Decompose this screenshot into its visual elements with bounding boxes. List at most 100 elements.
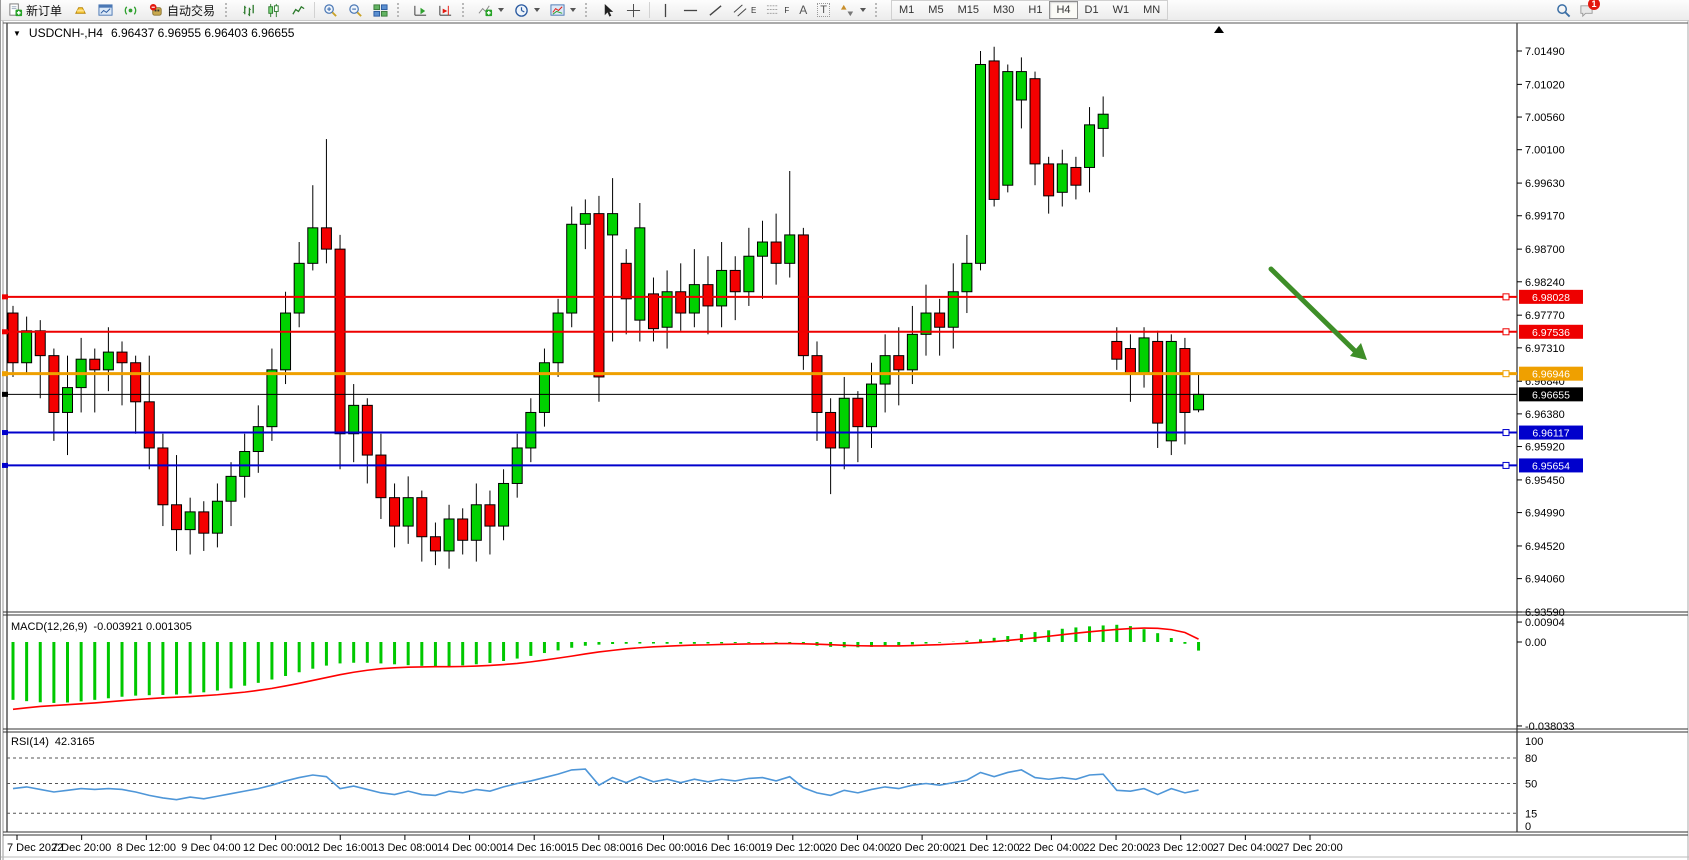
signals-button[interactable] — [119, 0, 142, 20]
arrows-tool-button[interactable] — [836, 0, 870, 20]
fibonacci-tool-button[interactable]: F — [762, 0, 793, 20]
bull-candle — [184, 511, 196, 531]
toolbar-separator — [314, 2, 316, 18]
rsi-line — [12, 768, 1199, 801]
indicators-button[interactable] — [474, 0, 508, 20]
timeframe-m1-button[interactable]: M1 — [899, 4, 915, 16]
resistance-line-price-chip — [1519, 324, 1583, 339]
bull-candle — [498, 482, 510, 527]
bull-candle — [252, 426, 264, 453]
chart-dropdown-icon[interactable]: ▼ — [13, 28, 21, 38]
toolbar-grip[interactable] — [397, 3, 404, 17]
bear-candle — [375, 454, 387, 499]
toolbar-grip[interactable] — [585, 3, 592, 17]
add-indicator-icon — [478, 5, 493, 16]
bar-chart-mode-button[interactable] — [237, 0, 260, 20]
time-axis-label: 22 Dec 04:00 — [1019, 842, 1084, 854]
chart-shift-button[interactable] — [434, 0, 457, 20]
bull-candle — [661, 291, 673, 328]
price-axis-tick-label: 6.93590 — [1525, 607, 1565, 619]
fibonacci-icon — [767, 4, 779, 14]
bull-candle — [784, 234, 796, 264]
vertical-line-tool-button[interactable] — [654, 0, 677, 20]
chart-canvas[interactable]: 7.01490 7.01020 7.00560 7.00100 6.99630 6.991… — [1, 21, 1689, 860]
new-order-button[interactable]: 新订单 — [3, 0, 67, 20]
bull-candle — [607, 213, 619, 236]
time-axis-label: 9 Dec 04:00 — [181, 842, 240, 854]
horizontal-line-icon — [683, 9, 698, 11]
crosshair-tool-button[interactable] — [622, 0, 645, 20]
rsi-name: RSI(14) — [11, 736, 49, 748]
gold-chart-button[interactable] — [69, 0, 92, 20]
chart-shift-marker[interactable] — [1214, 26, 1224, 33]
timeframe-w1-button[interactable]: W1 — [1112, 4, 1130, 16]
trend-arrow-head[interactable] — [1350, 343, 1367, 360]
bear-candle — [320, 227, 332, 250]
trendline-tool-button[interactable] — [704, 0, 727, 20]
timeframe-mn-button[interactable]: MN — [1143, 4, 1161, 16]
timeframe-toolbar: M1 M5 M15 M30 H1 H4 D1 W1 MN — [891, 0, 1169, 20]
horizontal-line-tool-button[interactable] — [679, 0, 702, 20]
toolbar-grip[interactable] — [462, 3, 469, 17]
zoom-in-button[interactable] — [319, 0, 342, 20]
time-axis-label: 14 Dec 00:00 — [437, 842, 502, 854]
resistance-line-left-marker — [2, 329, 8, 335]
timeframe-m30-button[interactable]: M30 — [992, 4, 1015, 16]
bull-candle — [266, 369, 278, 428]
zoom-out-button[interactable] — [344, 0, 367, 20]
rsi-value: 42.3165 — [54, 736, 95, 748]
tile-windows-button[interactable] — [369, 0, 392, 20]
timeframe-m15-button[interactable]: M15 — [957, 4, 979, 16]
notifications-button[interactable]: 1 — [1579, 0, 1600, 18]
channel-tool-button[interactable]: E — [729, 0, 760, 20]
toolbar-grip[interactable] — [225, 3, 232, 17]
chart-title: ▼ USDCNH-,H4 6.96437 6.96955 6.96403 6.9… — [13, 26, 294, 40]
time-axis-label: 8 Dec 12:00 — [117, 842, 176, 854]
text-label-tool-button[interactable]: T — [813, 0, 834, 20]
timeframe-d1-button[interactable]: D1 — [1084, 4, 1099, 16]
price-axis-tick-label: 6.94060 — [1525, 574, 1565, 586]
bull-candle — [348, 404, 360, 435]
autotrading-label: 自动交易 — [167, 3, 216, 18]
periods-button[interactable] — [510, 0, 544, 20]
bear-candle — [811, 355, 823, 413]
search-icon[interactable] — [1556, 3, 1571, 18]
timeframe-m5-button[interactable]: M5 — [928, 4, 944, 16]
candle-chart-mode-button[interactable] — [262, 0, 285, 20]
trend-arrow[interactable] — [1268, 266, 1360, 356]
timeframe-h1-button[interactable]: H1 — [1028, 4, 1043, 16]
line-chart-mode-button[interactable] — [287, 0, 310, 20]
text-tool-button[interactable]: A — [795, 0, 811, 20]
shapes-dropdown-caret — [860, 8, 867, 12]
resistance-line-anchor — [1502, 293, 1510, 301]
chart-window-icon — [98, 3, 113, 16]
periods-dropdown-caret — [534, 8, 541, 12]
time-axis-label: 21 Dec 12:00 — [954, 842, 1019, 854]
bull-candle — [525, 411, 537, 449]
time-axis-label: 19 Dec 12:00 — [760, 842, 825, 854]
current-price-line-price-chip-label: 6.96655 — [1532, 389, 1570, 401]
equidistant-channel-icon — [733, 4, 747, 16]
chart-quote-ohlc: 6.96437 6.96955 6.96403 6.96655 — [110, 26, 295, 40]
bear-candle — [416, 497, 428, 538]
bull-candle — [961, 262, 973, 293]
bear-candle — [702, 284, 714, 307]
autotrading-button[interactable]: 自动交易 — [144, 0, 220, 20]
toolbar-grip[interactable] — [875, 3, 882, 17]
time-axis-label: 7 Dec 2022 — [7, 842, 63, 854]
bear-candle — [7, 312, 19, 364]
bear-candle — [89, 358, 101, 371]
templates-button[interactable] — [546, 0, 580, 20]
bull-candle — [470, 504, 482, 541]
bull-candle — [947, 291, 959, 328]
time-axis-label: 15 Dec 08:00 — [566, 842, 631, 854]
auto-scroll-button[interactable] — [409, 0, 432, 20]
price-axis-tick-label: 7.00560 — [1525, 112, 1565, 124]
market-watch-button[interactable] — [94, 0, 117, 20]
macd-indicator-label: MACD(12,26,9) -0.003921 0.001305 — [11, 621, 192, 633]
cursor-tool-button[interactable] — [597, 0, 620, 20]
timeframe-h4-button[interactable]: H4 — [1049, 1, 1078, 19]
shapes-icon — [840, 4, 854, 16]
bull-candle — [756, 241, 768, 257]
time-axis-label: 22 Dec 20:00 — [1083, 842, 1148, 854]
